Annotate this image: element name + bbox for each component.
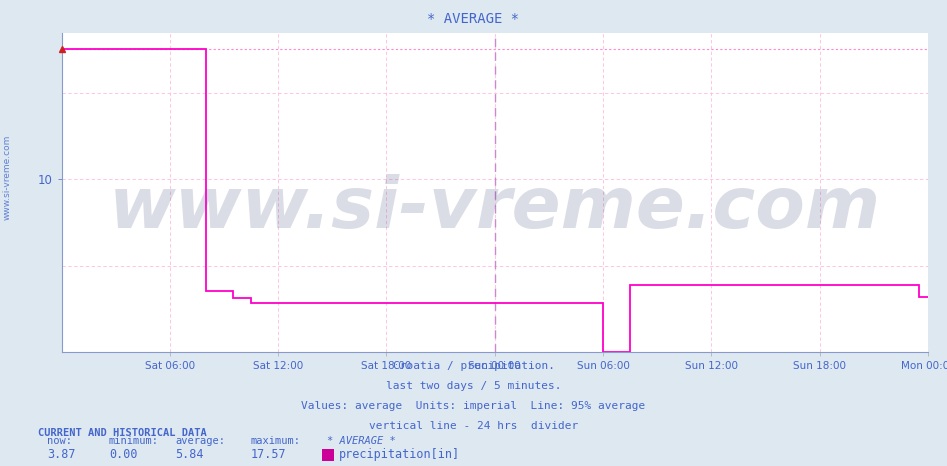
Text: now:: now: bbox=[47, 436, 72, 445]
Text: * AVERAGE *: * AVERAGE * bbox=[427, 12, 520, 26]
Text: last two days / 5 minutes.: last two days / 5 minutes. bbox=[385, 381, 562, 391]
Text: www.si-vreme.com: www.si-vreme.com bbox=[3, 134, 12, 220]
Text: 3.87: 3.87 bbox=[47, 448, 76, 460]
Text: * AVERAGE *: * AVERAGE * bbox=[327, 436, 396, 445]
Text: 5.84: 5.84 bbox=[175, 448, 204, 460]
Text: precipitation[in]: precipitation[in] bbox=[339, 448, 460, 460]
Text: 17.57: 17.57 bbox=[251, 448, 287, 460]
Text: vertical line - 24 hrs  divider: vertical line - 24 hrs divider bbox=[369, 421, 578, 431]
Text: 0.00: 0.00 bbox=[109, 448, 137, 460]
Text: minimum:: minimum: bbox=[109, 436, 159, 445]
Text: Values: average  Units: imperial  Line: 95% average: Values: average Units: imperial Line: 95… bbox=[301, 401, 646, 411]
Text: Croatia / precipitation.: Croatia / precipitation. bbox=[392, 361, 555, 371]
Text: CURRENT AND HISTORICAL DATA: CURRENT AND HISTORICAL DATA bbox=[38, 428, 206, 438]
Text: www.si-vreme.com: www.si-vreme.com bbox=[109, 174, 881, 243]
Text: maximum:: maximum: bbox=[251, 436, 301, 445]
Text: average:: average: bbox=[175, 436, 225, 445]
